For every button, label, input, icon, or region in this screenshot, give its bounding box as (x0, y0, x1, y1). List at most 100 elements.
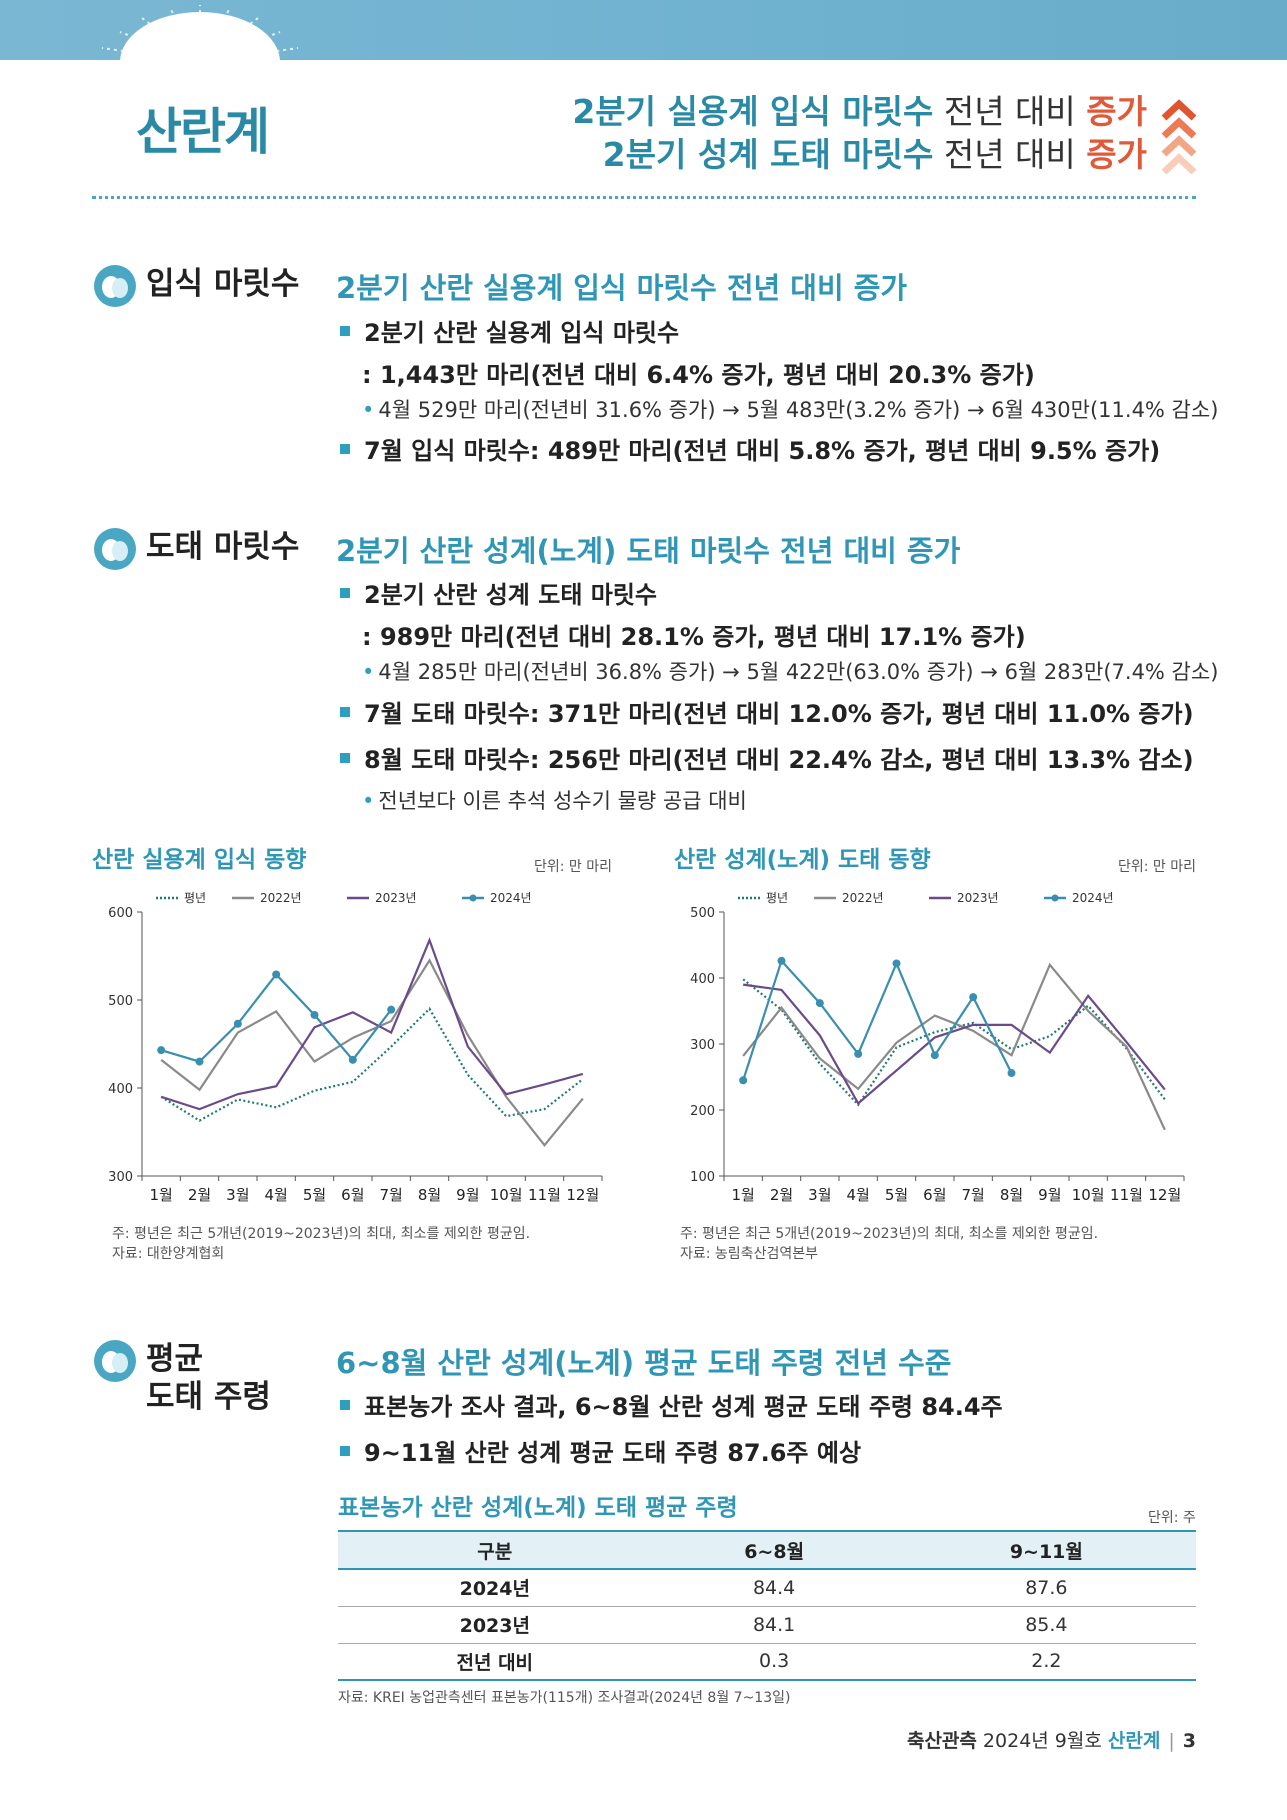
legend-label: 2022년 (842, 891, 884, 905)
table-cell: 2.2 (896, 1643, 1196, 1681)
chart-title-culling: 산란 성계(노계) 도태 동향 (674, 847, 931, 873)
bullet-dot-icon: • (362, 660, 375, 684)
y-tick-label: 500 (108, 994, 133, 1009)
table-row: 전년 대비 0.3 2.2 (338, 1643, 1196, 1681)
x-tick-label: 11월 (1110, 1186, 1143, 1204)
bullet-intake-q2-value: : 1,443만 마리(전년 대비 6.4% 증가, 평년 대비 20.3% 증… (362, 361, 1035, 389)
increase-chevron-icon (1161, 99, 1197, 174)
table-header-row: 구분 6~8월 9~11월 (338, 1530, 1196, 1570)
x-tick-label: 6월 (923, 1186, 946, 1204)
bullet-square-icon (340, 707, 350, 717)
x-tick-label: 12월 (566, 1186, 599, 1204)
header-line-1: 2분기 실용계 입식 마릿수 전년 대비 증가 (572, 92, 1147, 131)
page-footer: 축산관측 2024년 9월호 산란계 | 3 (906, 1730, 1196, 1752)
bullet-cull-age-summer: 표본농가 조사 결과, 6~8월 산란 성계 평균 도태 주령 84.4주 (340, 1392, 1003, 1422)
x-tick-label: 9월 (456, 1186, 479, 1204)
table-cell: 87.6 (896, 1569, 1196, 1607)
bullet-culling-q2-value: : 989만 마리(전년 대비 28.1% 증가, 평년 대비 17.1% 증가… (362, 623, 1026, 651)
x-tick-label: 5월 (303, 1186, 326, 1204)
chart-notes-culling: 주: 평년은 최근 5개년(2019~2023년)의 최대, 최소를 제외한 평… (680, 1226, 1099, 1262)
data-point (310, 1010, 319, 1019)
data-point (930, 1051, 939, 1060)
bullet-dot-icon: • (362, 789, 375, 813)
data-point (157, 1046, 166, 1055)
table-cell: 85.4 (896, 1606, 1196, 1644)
x-tick-label: 10월 (490, 1186, 523, 1204)
data-point (815, 999, 824, 1008)
row-header: 2023년 (338, 1606, 652, 1644)
bullet-intake-q2: 2분기 산란 실용계 입식 마릿수 (340, 318, 679, 348)
data-point (1007, 1069, 1016, 1078)
data-point (272, 970, 281, 979)
bullet-square-icon (340, 1400, 350, 1410)
egg-circle-icon (94, 1340, 136, 1382)
cull-age-table: 구분 6~8월 9~11월 2024년 84.4 87.6 2023년 84.1… (338, 1530, 1196, 1681)
table-cell: 0.3 (651, 1643, 897, 1681)
data-point (387, 1005, 396, 1014)
data-point (233, 1019, 242, 1028)
x-tick-label: 3월 (226, 1186, 249, 1204)
series-line (160, 972, 393, 1063)
series-line (742, 978, 1166, 1107)
x-tick-label: 6월 (341, 1186, 364, 1204)
sunburst-decoration (101, 5, 299, 60)
legend-label: 2024년 (490, 891, 532, 905)
data-point (777, 956, 786, 965)
chart-unit-intake: 단위: 만 마리 (534, 859, 613, 875)
series-line (743, 983, 1166, 1106)
section-title-culling: 도태 마릿수 (146, 529, 300, 565)
data-point (195, 1057, 204, 1066)
section-title-intake: 입식 마릿수 (146, 266, 300, 302)
y-tick-label: 400 (108, 1082, 133, 1097)
bullet-square-icon (340, 1446, 350, 1456)
table-source: 자료: KREI 농업관측센터 표본농가(115개) 조사결과(2024년 8월… (338, 1690, 791, 1706)
x-tick-label: 8월 (418, 1186, 441, 1204)
bullet-square-icon (340, 588, 350, 598)
bullet-culling-q2: 2분기 산란 성계 도태 마릿수 (340, 580, 657, 610)
section-headline-cull-age: 6~8월 산란 성계(노계) 평균 도태 주령 전년 수준 (336, 1346, 952, 1380)
data-point (969, 993, 978, 1002)
section-headline-culling: 2분기 산란 성계(노계) 도태 마릿수 전년 대비 증가 (336, 534, 961, 568)
x-tick-label: 4월 (846, 1186, 869, 1204)
top-banner (0, 0, 1287, 60)
data-point (348, 1055, 357, 1064)
legend-marker (1051, 894, 1059, 902)
bullet-square-icon (340, 753, 350, 763)
x-tick-label: 3월 (808, 1186, 831, 1204)
table-row: 2024년 84.4 87.6 (338, 1569, 1196, 1607)
x-tick-label: 7월 (379, 1186, 402, 1204)
y-tick-label: 100 (690, 1170, 715, 1185)
sub-culling-monthly: • 4월 285만 마리(전년비 36.8% 증가) → 5월 422만(63.0… (362, 660, 1219, 684)
series-line (160, 958, 584, 1147)
y-tick-label: 200 (690, 1104, 715, 1119)
line-chart-intake: 300 400 500 600 1월 2월 3월 4월 5월 6월 7월 8월 9월 10월 11월 12월 평… (108, 891, 603, 1204)
x-tick-label: 7월 (961, 1186, 984, 1204)
legend-label: 2024년 (1072, 891, 1114, 905)
legend-marker (469, 894, 477, 902)
bullet-culling-july: 7월 도태 마릿수: 371만 마리(전년 대비 12.0% 증가, 평년 대비… (340, 699, 1194, 729)
sub-intake-monthly: • 4월 529만 마리(전년비 31.6% 증가) → 5월 483만(3.2%… (362, 398, 1219, 422)
x-tick-label: 9월 (1038, 1186, 1061, 1204)
x-tick-label: 11월 (528, 1186, 561, 1204)
row-header: 전년 대비 (338, 1643, 652, 1681)
section-title-cull-age: 평균 도태 주령 (146, 1341, 271, 1415)
series-line (742, 958, 1013, 1081)
column-header: 6~8월 (651, 1530, 897, 1570)
bullet-square-icon (340, 326, 350, 336)
table-title: 표본농가 산란 성계(노계) 도태 평균 주령 (338, 1495, 738, 1521)
header-summary: 2분기 실용계 입식 마릿수 전년 대비 증가 2분기 성계 도태 마릿수 전년… (572, 90, 1147, 176)
table-cell: 84.4 (651, 1569, 897, 1607)
bullet-intake-july: 7월 입식 마릿수: 489만 마리(전년 대비 5.8% 증가, 평년 대비 … (340, 436, 1160, 466)
data-point (892, 959, 901, 968)
y-tick-label: 600 (108, 906, 133, 921)
series-line (160, 1007, 584, 1122)
data-point (854, 1049, 863, 1058)
chart-title-intake: 산란 실용계 입식 동향 (92, 847, 307, 873)
egg-circle-icon (94, 265, 136, 307)
series-line (742, 962, 1166, 1131)
legend-label: 2023년 (375, 891, 417, 905)
section-headline-intake: 2분기 산란 실용계 입식 마릿수 전년 대비 증가 (336, 271, 908, 305)
bullet-dot-icon: • (362, 398, 375, 422)
data-point (739, 1076, 748, 1085)
series-line (160, 937, 584, 1111)
